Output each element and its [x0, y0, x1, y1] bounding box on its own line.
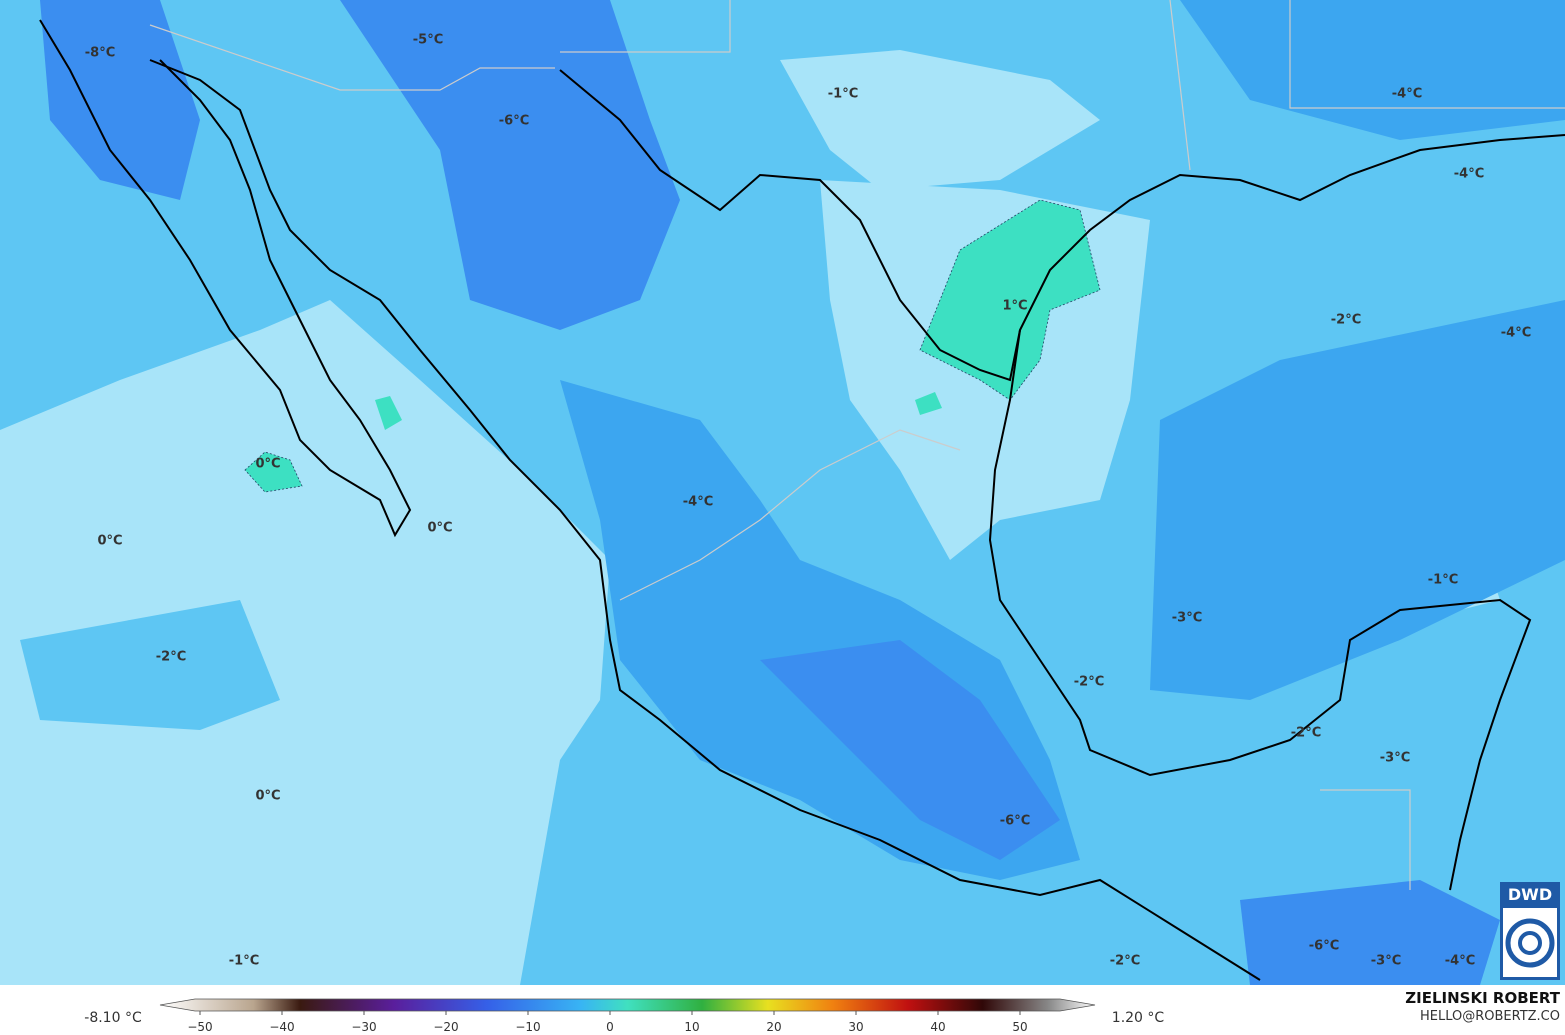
temperature-label: 1°C	[1002, 299, 1027, 314]
map-field	[0, 0, 1565, 985]
temperature-label: -4°C	[1501, 326, 1531, 341]
temperature-label: 0°C	[255, 789, 280, 804]
temperature-label: -3°C	[1172, 611, 1202, 626]
temperature-label: -3°C	[1380, 751, 1410, 766]
colorbar-tick-label: 10	[684, 1020, 699, 1034]
temperature-label: -3°C	[1371, 954, 1401, 969]
colorbar-ticks: −50 −40 −30 −20 −10 0 10 20 30 40 50	[187, 1011, 1028, 1034]
temperature-label: -8°C	[85, 46, 115, 61]
temperature-label: -5°C	[413, 33, 443, 48]
colorbar-tick-label: −30	[351, 1020, 376, 1034]
temperature-label: 0°C	[427, 521, 452, 536]
colorbar-tick-label: −40	[269, 1020, 294, 1034]
colorbar-tick-label: −10	[515, 1020, 540, 1034]
temperature-label: -1°C	[1428, 573, 1458, 588]
temperature-label: -1°C	[229, 954, 259, 969]
logo-text: DWD	[1508, 885, 1552, 904]
temperature-label: -4°C	[1445, 954, 1475, 969]
colorbar-tick-label: 0	[606, 1020, 614, 1034]
author: ZIELINSKI ROBERT	[1405, 989, 1560, 1007]
colorbar-tick-label: 50	[1012, 1020, 1027, 1034]
colorbar-max: 1.20 °C	[1112, 1010, 1165, 1026]
temperature-label: -1°C	[828, 87, 858, 102]
colorbar-tick-label: 40	[930, 1020, 945, 1034]
temperature-label: 0°C	[255, 457, 280, 472]
temperature-label: -2°C	[1291, 726, 1321, 741]
borders	[149, 0, 1565, 890]
coastline	[39, 19, 1565, 981]
colorbar-tick-label: 20	[766, 1020, 781, 1034]
colorbar-tick-label: −50	[187, 1020, 212, 1034]
temperature-label: -2°C	[1074, 675, 1104, 690]
temperature-label: -4°C	[683, 495, 713, 510]
colorbar	[159, 998, 1096, 1012]
temperature-label: -4°C	[1454, 167, 1484, 182]
dwd-logo: DWD	[1500, 882, 1560, 980]
temperature-label: -2°C	[1331, 313, 1361, 328]
temperature-label: -6°C	[499, 114, 529, 129]
colorbar-tick-label: 30	[848, 1020, 863, 1034]
temperature-label: -2°C	[1110, 954, 1140, 969]
temperature-label: -2°C	[156, 650, 186, 665]
colorbar-min: -8.10 °C	[84, 1010, 142, 1026]
temperature-label: 0°C	[97, 534, 122, 549]
map-labels: -8°C -5°C -6°C -1°C -4°C -4°C -2°C -4°C 1°C 0°C 0°…	[85, 33, 1531, 969]
temperature-label: -6°C	[1309, 939, 1339, 954]
temperature-label: -4°C	[1392, 87, 1422, 102]
contact: HELLO@ROBERTZ.CO	[1420, 1009, 1560, 1024]
colorbar-tick-label: −20	[433, 1020, 458, 1034]
temperature-label: -6°C	[1000, 814, 1030, 829]
